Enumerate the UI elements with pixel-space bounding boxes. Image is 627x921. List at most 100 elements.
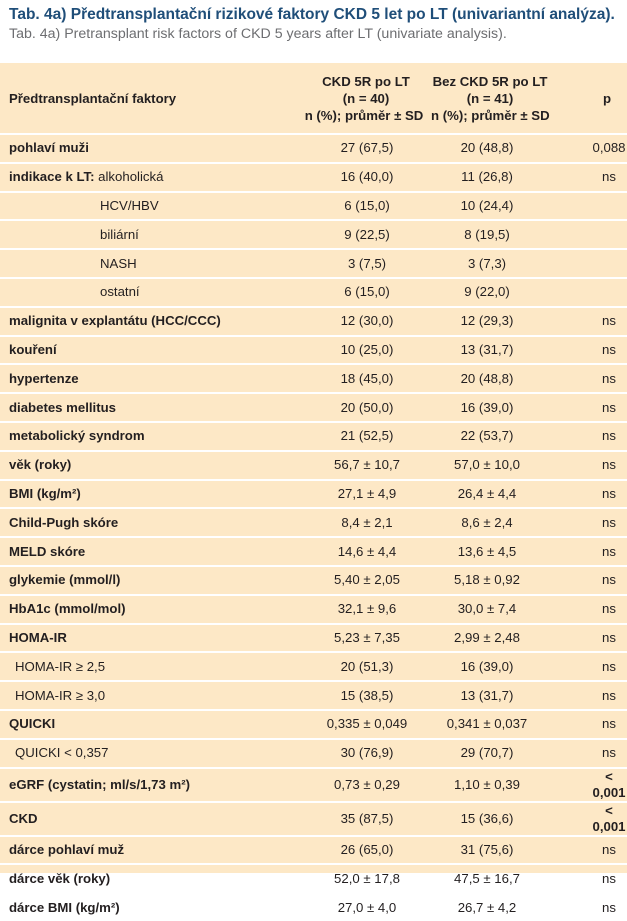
row-label: BMI (kg/m²)	[0, 478, 263, 509]
header-p: p	[557, 63, 627, 135]
row-label: biliární	[0, 219, 263, 250]
cell-p-value	[557, 248, 627, 278]
table-title: Tab. 4a) Předtransplantační rizikové fak…	[9, 6, 615, 23]
table-body: pohlaví muži 27 (67,5) 20 (48,8) 0,088 indik…	[0, 133, 627, 921]
cell-no-ckd: 20 (48,8)	[431, 133, 557, 163]
cell-ckd: 21 (52,5)	[263, 420, 431, 451]
cell-ckd: 16 (40,0)	[263, 161, 431, 192]
table-row: BMI (kg/m²) 27,1 ± 4,9 26,4 ± 4,4 ns	[0, 478, 627, 509]
cell-p-value: ns	[557, 892, 627, 921]
row-label-text: QUICKI < 0,357	[15, 745, 109, 761]
cell-ckd: 15 (38,5)	[263, 680, 431, 710]
table-row: glykemie (mmol/l) 5,40 ± 2,05 5,18 ± 0,92 n…	[0, 564, 627, 595]
table-row: dárce BMI (kg/m²) 27,0 ± 4,0 26,7 ± 4,2 ns	[0, 892, 627, 921]
cell-no-ckd: 5,18 ± 0,92	[431, 564, 557, 595]
table-row: HOMA-IR 5,23 ± 7,35 2,99 ± 2,48 ns	[0, 622, 627, 653]
cell-p-value: ns	[557, 536, 627, 566]
table-row: ostatní 6 (15,0) 9 (22,0)	[0, 276, 627, 307]
header-ckd-line1: CKD 5R po LT	[322, 73, 410, 89]
cell-ckd: 52,0 ± 17,8	[263, 863, 431, 894]
cell-p-value: ns	[557, 420, 627, 451]
header-ckd: CKD 5R po LT (n = 40) n (%); průměr ± SD	[263, 63, 431, 135]
cell-no-ckd: 13 (31,7)	[431, 334, 557, 365]
header-ckd-line2: (n = 40)	[342, 90, 390, 106]
cell-p-value: ns	[557, 305, 627, 336]
row-label-text: kouření	[9, 341, 57, 357]
row-label-text: BMI (kg/m²)	[9, 485, 81, 501]
risk-factors-table: Předtransplantační faktory CKD 5R po LT …	[0, 63, 627, 921]
row-label-text: CKD	[9, 810, 38, 826]
table-row: dárce pohlaví muž 26 (65,0) 31 (75,6) ns	[0, 834, 627, 865]
row-label: NASH	[0, 248, 263, 278]
cell-no-ckd: 26,4 ± 4,4	[431, 478, 557, 509]
row-label-text: malignita v explantátu (HCC/CCC)	[9, 313, 221, 329]
table-row: metabolický syndrom 21 (52,5) 22 (53,7) ns	[0, 420, 627, 451]
table-row: dárce věk (roky) 52,0 ± 17,8 47,5 ± 16,7 ns	[0, 863, 627, 894]
cell-ckd: 27,1 ± 4,9	[263, 478, 431, 509]
row-label: ostatní	[0, 276, 263, 307]
cell-ckd: 10 (25,0)	[263, 334, 431, 365]
cell-ckd: 26 (65,0)	[263, 834, 431, 865]
row-label-text: glykemie (mmol/l)	[9, 572, 121, 588]
row-label: glykemie (mmol/l)	[0, 564, 263, 595]
table-row: NASH 3 (7,5) 3 (7,3)	[0, 248, 627, 278]
cell-p-value: ns	[557, 334, 627, 365]
cell-ckd: 32,1 ± 9,6	[263, 593, 431, 624]
row-label-text: HOMA-IR ≥ 2,5	[15, 658, 106, 674]
cell-ckd: 20 (51,3)	[263, 651, 431, 682]
row-label: MELD skóre	[0, 536, 263, 566]
cell-ckd: 3 (7,5)	[263, 248, 431, 278]
table-row: kouření 10 (25,0) 13 (31,7) ns	[0, 334, 627, 365]
row-label: HOMA-IR ≥ 2,5	[0, 651, 263, 682]
table-row: QUICKI 0,335 ± 0,049 0,341 ± 0,037 ns	[0, 708, 627, 739]
header-no-ckd: Bez CKD 5R po LT (n = 41) n (%); průměr …	[431, 63, 557, 135]
row-label-text: pohlaví muži	[9, 140, 89, 156]
cell-no-ckd: 16 (39,0)	[431, 651, 557, 682]
cell-no-ckd: 12 (29,3)	[431, 305, 557, 336]
row-label: HbA1c (mmol/mol)	[0, 593, 263, 624]
row-label-text: HOMA-IR	[9, 629, 67, 645]
cell-ckd: 20 (50,0)	[263, 392, 431, 422]
cell-no-ckd: 57,0 ± 10,0	[431, 449, 557, 480]
cell-ckd: 27,0 ± 4,0	[263, 892, 431, 921]
cell-ckd: 12 (30,0)	[263, 305, 431, 336]
cell-p-value: ns	[557, 363, 627, 394]
row-label: malignita v explantátu (HCC/CCC)	[0, 305, 263, 336]
cell-no-ckd: 16 (39,0)	[431, 392, 557, 422]
row-label: QUICKI	[0, 708, 263, 739]
cell-p-value: ns	[557, 651, 627, 682]
cell-no-ckd: 13 (31,7)	[431, 680, 557, 710]
table-row: věk (roky) 56,7 ± 10,7 57,0 ± 10,0 ns	[0, 449, 627, 480]
cell-no-ckd: 1,10 ± 0,39	[431, 766, 557, 802]
cell-p-value: 0,088	[557, 133, 627, 163]
row-label-text: Child-Pugh skóre	[9, 514, 119, 530]
cell-ckd: 5,23 ± 7,35	[263, 622, 431, 653]
table-row: Child-Pugh skóre 8,4 ± 2,1 8,6 ± 2,4 ns	[0, 507, 627, 538]
row-label: eGRF (cystatin; ml/s/1,73 m²)	[0, 766, 263, 802]
header-no-ckd-line3: n (%); průměr ± SD	[431, 107, 550, 123]
row-label-text: indikace k LT:	[9, 169, 95, 185]
cell-ckd: 0,73 ± 0,29	[263, 766, 431, 802]
cell-no-ckd: 2,99 ± 2,48	[431, 622, 557, 653]
table-row: HbA1c (mmol/mol) 32,1 ± 9,6 30,0 ± 7,4 ns	[0, 593, 627, 624]
cell-p-value: ns	[557, 834, 627, 865]
table-row: indikace k LT: alkoholická 16 (40,0) 11 (2…	[0, 161, 627, 192]
table-row: malignita v explantátu (HCC/CCC) 12 (30,0…	[0, 305, 627, 336]
row-label-text: metabolický syndrom	[9, 428, 145, 444]
table-row: HOMA-IR ≥ 3,0 15 (38,5) 13 (31,7) ns	[0, 680, 627, 710]
cell-p-value	[557, 276, 627, 307]
cell-ckd: 30 (76,9)	[263, 737, 431, 768]
row-label: kouření	[0, 334, 263, 365]
cell-p-value: ns	[557, 863, 627, 894]
cell-ckd: 9 (22,5)	[263, 219, 431, 250]
cell-no-ckd: 30,0 ± 7,4	[431, 593, 557, 624]
cell-ckd: 0,335 ± 0,049	[263, 708, 431, 739]
row-label-text: ostatní	[100, 284, 140, 300]
cell-p-value: ns	[557, 449, 627, 480]
row-label: dárce věk (roky)	[0, 863, 263, 894]
row-label-text: hypertenze	[9, 370, 79, 386]
header-ckd-line3: n (%); průměr ± SD	[304, 107, 424, 123]
row-label-text: HCV/HBV	[100, 197, 159, 213]
cell-ckd: 8,4 ± 2,1	[263, 507, 431, 538]
header-no-ckd-line2: (n = 41)	[466, 90, 514, 106]
